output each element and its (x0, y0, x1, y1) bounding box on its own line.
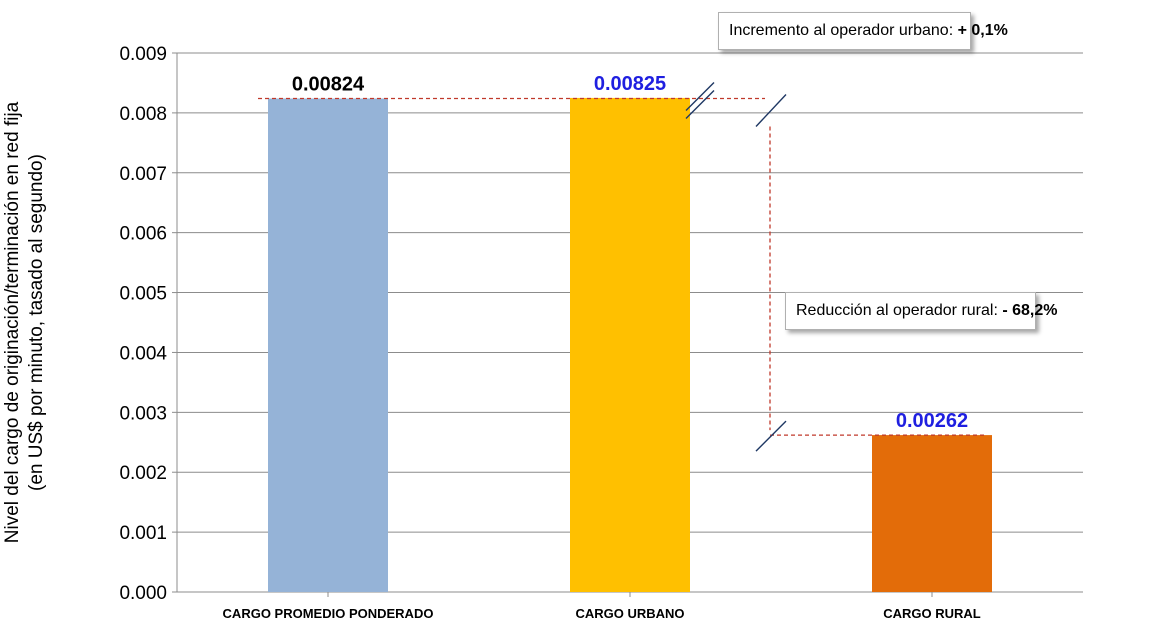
break-mark (755, 94, 787, 127)
y-axis-title: Nivel del cargo de originación/terminaci… (2, 101, 23, 543)
annotation-urbano: Incremento al operador urbano: + 0,1% (718, 12, 1008, 50)
bar (872, 435, 992, 592)
y-tick-label: 0.008 (119, 104, 167, 125)
y-tick-label: 0.007 (119, 164, 167, 185)
y-tick-label: 0.002 (119, 463, 167, 484)
annotation-rural: Reducción al operador rural: - 68,2% (785, 292, 1057, 330)
y-tick-label: 0.009 (119, 44, 167, 65)
y-tick-label: 0.003 (119, 403, 167, 424)
annotation-urbano-value: + 0,1% (957, 22, 1008, 39)
bar (570, 97, 690, 593)
annotation-rural-value: - 68,2% (1002, 302, 1058, 319)
break-mark (685, 90, 715, 120)
y-tick-label: 0.006 (119, 224, 167, 245)
y-tick-label: 0.005 (119, 284, 167, 305)
y-tick-label: 0.001 (119, 523, 167, 544)
y-tick-label: 0.000 (119, 583, 167, 604)
data-label: 0.00825 (594, 73, 666, 95)
y-axis-title: (en US$ por minuto, tasado al segundo) (26, 154, 47, 491)
y-tick-label: 0.004 (119, 343, 167, 364)
annotation-urbano-text: Incremento al operador urbano: (729, 22, 958, 39)
break-mark (685, 82, 715, 112)
x-tick-label: CARGO URBANO (575, 606, 684, 621)
x-tick-label: CARGO PROMEDIO PONDERADO (223, 606, 434, 621)
bar (268, 98, 388, 592)
data-label: 0.00262 (896, 410, 968, 432)
data-label: 0.00824 (292, 74, 365, 96)
x-tick-label: CARGO RURAL (883, 606, 981, 621)
annotation-rural-text: Reducción al operador rural: (796, 302, 1003, 319)
break-mark (755, 420, 787, 452)
